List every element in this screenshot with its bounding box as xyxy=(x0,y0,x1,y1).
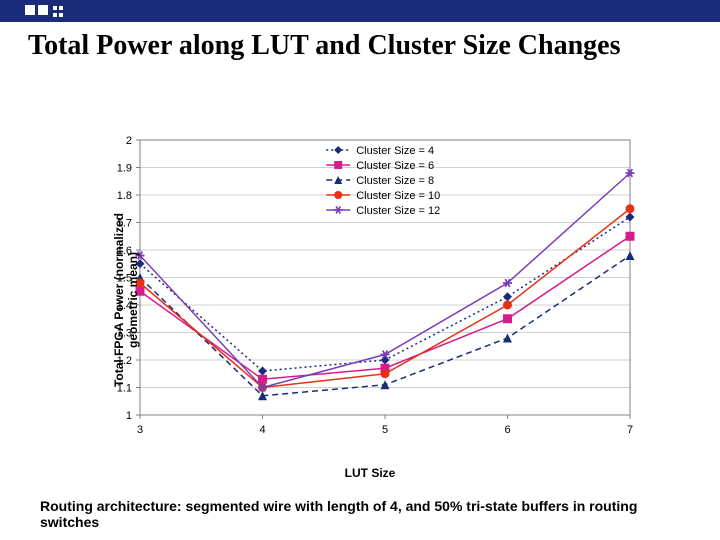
slide-header-bar xyxy=(0,0,720,22)
svg-text:Cluster Size = 6: Cluster Size = 6 xyxy=(356,160,434,172)
svg-text:6: 6 xyxy=(504,424,510,436)
power-chart: Total FPGA Power (normalizedgeometric me… xyxy=(90,130,650,470)
svg-text:Cluster Size = 12: Cluster Size = 12 xyxy=(356,205,440,217)
slide-title: Total Power along LUT and Cluster Size C… xyxy=(0,22,720,66)
y-axis-label: Total FPGA Power (normalizedgeometric me… xyxy=(112,200,140,400)
slide-caption: Routing architecture: segmented wire wit… xyxy=(40,498,680,530)
svg-text:2: 2 xyxy=(126,135,132,147)
svg-text:7: 7 xyxy=(627,424,633,436)
header-logo-squares xyxy=(25,5,63,17)
svg-text:1.9: 1.9 xyxy=(117,163,132,175)
x-axis-label: LUT Size xyxy=(345,466,396,480)
svg-text:Cluster Size = 8: Cluster Size = 8 xyxy=(356,175,434,187)
chart-svg: 11.11.21.31.41.51.61.71.81.9234567Cluste… xyxy=(90,130,650,450)
svg-text:4: 4 xyxy=(259,424,265,436)
svg-text:1: 1 xyxy=(126,410,132,422)
svg-text:5: 5 xyxy=(382,424,388,436)
svg-text:3: 3 xyxy=(137,424,143,436)
svg-text:Cluster Size = 4: Cluster Size = 4 xyxy=(356,145,434,157)
svg-text:Cluster Size = 10: Cluster Size = 10 xyxy=(356,190,440,202)
